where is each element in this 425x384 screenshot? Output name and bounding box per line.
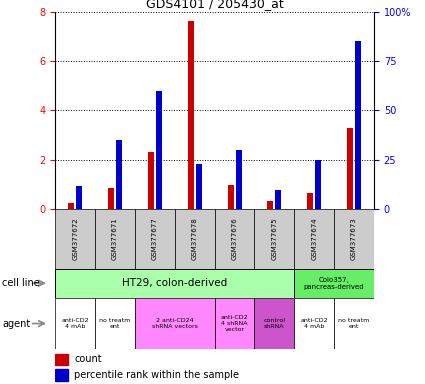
Bar — [235, 150, 241, 209]
Text: 2 anti-CD24
shRNA vectors: 2 anti-CD24 shRNA vectors — [152, 318, 198, 329]
Bar — [307, 193, 313, 209]
Bar — [294, 269, 374, 298]
Text: anti-CD2
4 shRNA
vector: anti-CD2 4 shRNA vector — [221, 315, 248, 332]
Bar — [315, 160, 321, 209]
Text: GSM377675: GSM377675 — [272, 218, 278, 260]
Text: cell line: cell line — [2, 278, 40, 288]
Bar — [135, 209, 175, 269]
Text: no treatm
ent: no treatm ent — [338, 318, 370, 329]
Bar — [135, 298, 215, 349]
Bar — [55, 298, 95, 349]
Bar — [355, 41, 361, 209]
Bar — [196, 164, 202, 209]
Bar — [334, 298, 374, 349]
Text: HT29, colon-derived: HT29, colon-derived — [122, 278, 227, 288]
Bar — [347, 128, 353, 209]
Text: GSM377677: GSM377677 — [152, 218, 158, 260]
Bar — [95, 298, 135, 349]
Bar — [334, 209, 374, 269]
Text: GSM377678: GSM377678 — [192, 218, 198, 260]
Bar — [255, 209, 294, 269]
Bar — [55, 209, 95, 269]
Text: GSM377672: GSM377672 — [72, 218, 78, 260]
Bar — [55, 269, 294, 298]
Text: count: count — [74, 354, 102, 364]
Bar — [188, 22, 194, 209]
Bar — [294, 209, 334, 269]
Text: GSM377674: GSM377674 — [311, 218, 317, 260]
Text: agent: agent — [2, 318, 30, 329]
Text: control
shRNA: control shRNA — [264, 318, 286, 329]
Bar — [175, 209, 215, 269]
Bar — [55, 354, 68, 365]
Text: no treatm
ent: no treatm ent — [99, 318, 130, 329]
Bar — [55, 369, 68, 381]
Bar — [76, 185, 82, 209]
Bar — [275, 190, 281, 209]
Bar — [156, 91, 162, 209]
Bar — [215, 298, 255, 349]
Text: GSM377673: GSM377673 — [351, 218, 357, 260]
Bar — [95, 209, 135, 269]
Text: GSM377676: GSM377676 — [232, 218, 238, 260]
Bar — [267, 200, 273, 209]
Bar — [108, 188, 114, 209]
Text: anti-CD2
4 mAb: anti-CD2 4 mAb — [300, 318, 328, 329]
Bar — [215, 209, 255, 269]
Bar — [255, 298, 294, 349]
Bar — [227, 185, 234, 209]
Bar — [148, 152, 154, 209]
Text: GSM377671: GSM377671 — [112, 218, 118, 260]
Bar — [116, 140, 122, 209]
Bar — [294, 298, 334, 349]
Title: GDS4101 / 205430_at: GDS4101 / 205430_at — [146, 0, 283, 10]
Text: anti-CD2
4 mAb: anti-CD2 4 mAb — [61, 318, 89, 329]
Text: Colo357,
pancreas-derived: Colo357, pancreas-derived — [304, 277, 365, 290]
Text: percentile rank within the sample: percentile rank within the sample — [74, 370, 239, 380]
Bar — [68, 203, 74, 209]
